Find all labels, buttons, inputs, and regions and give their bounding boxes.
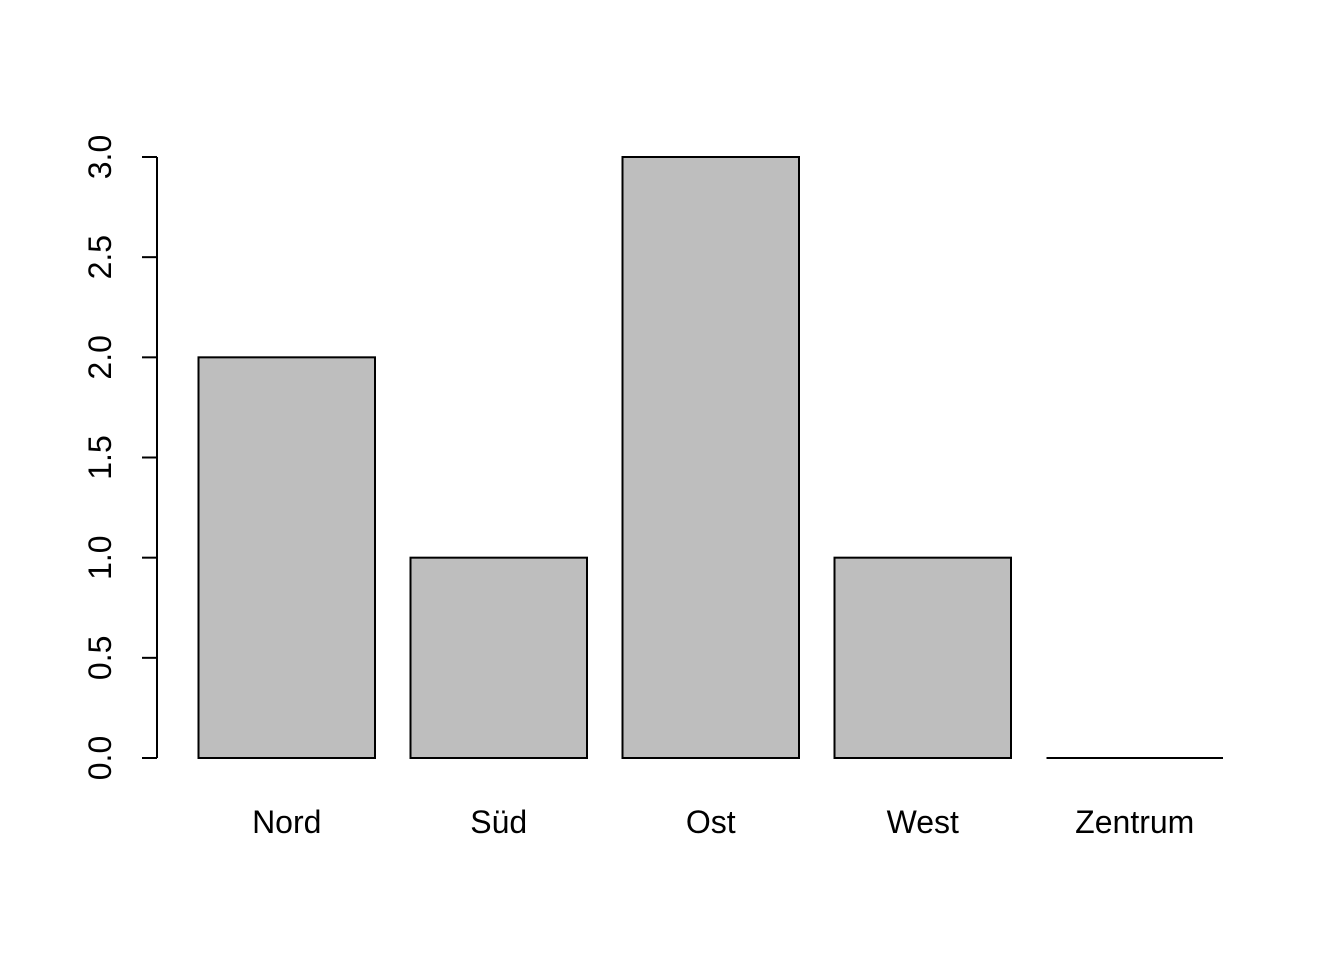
y-tick-label: 1.5 (82, 435, 118, 479)
y-tick-label: 1.0 (82, 535, 118, 579)
bar-süd (409, 556, 588, 760)
y-tick-label: 0.5 (82, 636, 118, 680)
x-tick-label: Süd (470, 804, 527, 840)
bars-group (197, 156, 1223, 760)
y-tick-label: 3.0 (82, 135, 118, 179)
x-tick-label: Nord (252, 804, 321, 840)
y-tick-label: 2.0 (82, 335, 118, 379)
y-axis: 0.0 0.5 1.0 1.5 2.0 2.5 3.0 (82, 135, 158, 780)
bar-nord (197, 356, 376, 759)
bar-ost (621, 156, 800, 759)
x-tick-label: West (887, 804, 959, 840)
y-tick-label: 2.5 (82, 235, 118, 279)
bar-west (833, 556, 1012, 760)
x-tick-label: Ost (686, 804, 736, 840)
y-tick-label: 0.0 (82, 736, 118, 780)
x-tick-label: Zentrum (1075, 804, 1194, 840)
x-axis-labels: Nord Süd Ost West Zentrum (252, 804, 1194, 840)
